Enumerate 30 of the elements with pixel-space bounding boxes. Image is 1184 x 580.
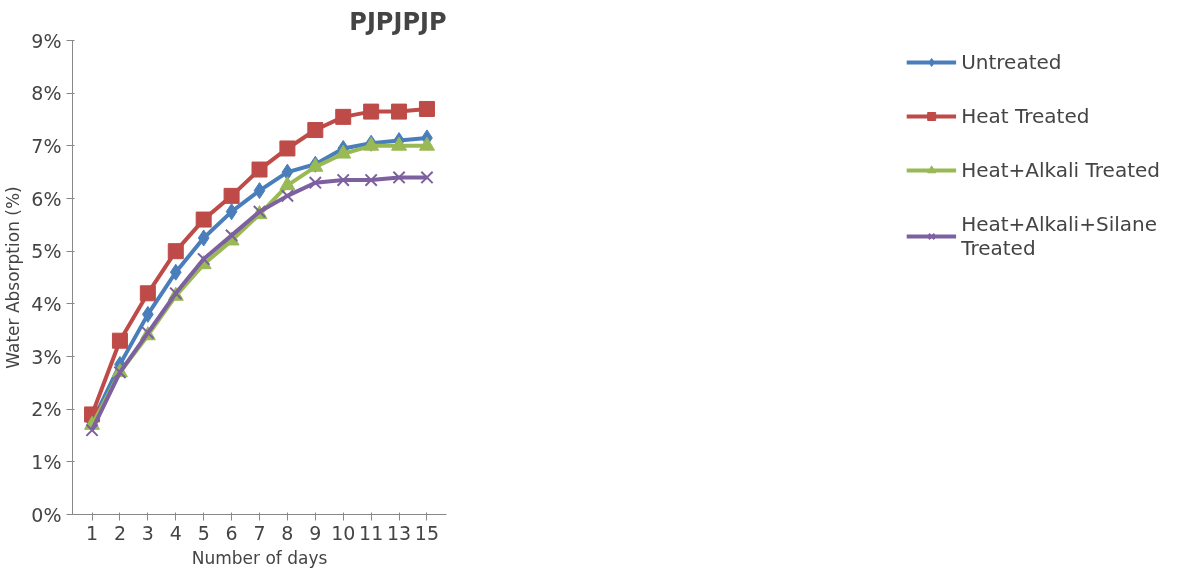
y-tick-label: 6% xyxy=(31,187,62,210)
y-tick-label: 7% xyxy=(31,134,62,157)
x-tick-label: 5 xyxy=(197,521,210,544)
y-tick-label: 9% xyxy=(31,29,62,52)
legend-label: Heat+Alkali+Silane Treated xyxy=(961,212,1157,260)
legend-label: Untreated xyxy=(961,50,1062,74)
x-tick-label: 7 xyxy=(253,521,266,544)
y-tick-label: 5% xyxy=(31,240,62,263)
y-tick-label: 4% xyxy=(31,292,62,315)
x-tick-label: 6 xyxy=(225,521,238,544)
x-tick-label: 13 xyxy=(386,521,412,544)
y-tick-label: 0% xyxy=(31,503,62,526)
x-axis-title: Number of days xyxy=(191,547,328,568)
x-tick-label: 10 xyxy=(331,521,356,544)
x-tick-label: 1 xyxy=(85,521,99,544)
x-tick-label: 11 xyxy=(359,521,384,544)
chart-title: PJPJPJP xyxy=(349,7,447,36)
y-axis-title: Water Absorption (%) xyxy=(3,186,24,369)
x-tick-label: 9 xyxy=(309,521,322,544)
legend-label: Heat Treated xyxy=(961,104,1090,128)
x-tick-label: 8 xyxy=(281,521,294,544)
y-tick-label: 2% xyxy=(31,398,62,421)
x-tick-label: 15 xyxy=(414,521,440,544)
x-tick-label: 4 xyxy=(169,521,182,544)
y-tick-label: 8% xyxy=(31,82,62,105)
y-tick-label: 3% xyxy=(31,345,62,368)
legend-label: Heat+Alkali Treated xyxy=(961,158,1160,182)
x-tick-label: 2 xyxy=(113,521,126,544)
x-tick-label: 3 xyxy=(141,521,154,544)
y-tick-label: 1% xyxy=(31,450,62,473)
